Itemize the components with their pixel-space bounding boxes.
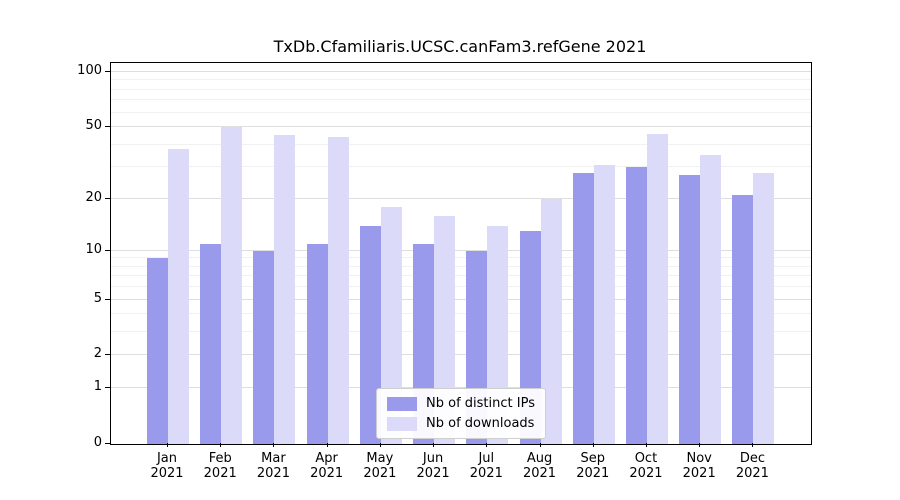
bar-distinct-ips <box>359 225 381 444</box>
bar-downloads <box>753 172 775 444</box>
bar-distinct-ips <box>147 258 168 444</box>
bar-downloads <box>168 148 189 444</box>
x-tick-mark <box>326 443 328 447</box>
bar-distinct-ips <box>306 243 328 444</box>
major-gridline <box>111 387 811 389</box>
y-tick-mark <box>105 387 110 389</box>
x-tick-label: Jun 2021 <box>416 451 450 481</box>
x-tick-mark <box>699 443 701 447</box>
chart-title: TxDb.Cfamiliaris.UCSC.canFam3.refGene 20… <box>273 37 647 56</box>
major-gridline <box>111 126 811 128</box>
y-tick-mark <box>105 126 110 128</box>
y-tick-label: 5 <box>93 290 102 306</box>
x-tick-label: Aug 2021 <box>522 451 557 481</box>
y-tick-label: 50 <box>85 118 102 134</box>
minor-gridline <box>111 286 811 288</box>
minor-gridline <box>111 166 811 168</box>
bar-downloads <box>540 198 562 444</box>
bar-downloads <box>221 127 243 444</box>
x-tick-label: Oct 2021 <box>629 451 663 481</box>
legend-item-downloads: Nb of downloads <box>387 416 535 431</box>
x-tick-mark <box>273 443 275 447</box>
x-tick-label: Feb 2021 <box>203 451 237 481</box>
plot-area: Nb of distinct IPs Nb of downloads <box>110 62 812 445</box>
bar-downloads <box>380 206 402 444</box>
y-tick-label: 10 <box>85 241 102 257</box>
x-tick-mark <box>752 443 754 447</box>
bar-distinct-ips <box>200 243 222 444</box>
bar-distinct-ips <box>732 194 754 444</box>
major-gridline <box>111 354 811 356</box>
bar-downloads <box>700 155 722 444</box>
minor-gridline <box>111 143 811 145</box>
legend-item-distinct-ips: Nb of distinct IPs <box>387 396 535 411</box>
y-tick-mark <box>105 354 110 356</box>
minor-gridline <box>111 79 811 81</box>
minor-gridline <box>111 331 811 333</box>
x-tick-label: Dec 2021 <box>735 451 769 481</box>
x-tick-mark <box>379 443 381 447</box>
bar-distinct-ips <box>253 250 275 444</box>
y-tick-mark <box>105 249 110 251</box>
legend: Nb of distinct IPs Nb of downloads <box>376 388 546 439</box>
legend-swatch-downloads <box>387 416 418 431</box>
y-tick-label: 1 <box>93 379 102 395</box>
bar-distinct-ips <box>572 172 594 444</box>
bar-downloads <box>434 215 456 444</box>
bar-distinct-ips <box>625 167 647 444</box>
legend-label-downloads: Nb of downloads <box>426 416 535 431</box>
x-tick-mark <box>167 443 168 447</box>
minor-gridline <box>111 275 811 277</box>
x-tick-mark <box>486 443 488 447</box>
major-gridline <box>111 197 811 199</box>
x-tick-label: Sep 2021 <box>576 451 610 481</box>
y-tick-mark <box>105 197 110 199</box>
x-tick-label: Jan 2021 <box>150 451 184 481</box>
minor-gridline <box>111 313 811 315</box>
x-tick-label: Mar 2021 <box>256 451 290 481</box>
bar-downloads <box>274 135 296 444</box>
major-gridline <box>111 298 811 300</box>
x-tick-mark <box>592 443 594 447</box>
y-tick-label: 20 <box>85 189 102 205</box>
bar-downloads <box>593 164 615 444</box>
bar-downloads <box>327 137 349 444</box>
x-tick-label: May 2021 <box>363 451 397 481</box>
minor-gridline <box>111 265 811 267</box>
bar-distinct-ips <box>679 175 701 444</box>
legend-swatch-distinct-ips <box>387 396 418 411</box>
x-tick-mark <box>645 443 647 447</box>
legend-label-distinct-ips: Nb of distinct IPs <box>426 396 535 411</box>
x-tick-label: Apr 2021 <box>310 451 344 481</box>
minor-gridline <box>111 99 811 101</box>
major-gridline <box>111 249 811 251</box>
x-tick-mark <box>433 443 435 447</box>
bar-downloads <box>646 133 668 444</box>
x-tick-mark <box>539 443 541 447</box>
y-tick-mark <box>105 298 110 300</box>
y-tick-mark <box>105 443 110 444</box>
major-gridline <box>111 71 811 72</box>
y-tick-label: 100 <box>77 63 102 78</box>
y-tick-label: 0 <box>93 435 102 450</box>
minor-gridline <box>111 257 811 259</box>
x-tick-label: Jul 2021 <box>469 451 503 481</box>
y-tick-label: 2 <box>93 346 102 362</box>
minor-gridline <box>111 111 811 113</box>
minor-gridline <box>111 88 811 90</box>
y-tick-mark <box>105 71 110 72</box>
x-tick-label: Nov 2021 <box>682 451 716 481</box>
x-tick-mark <box>220 443 222 447</box>
